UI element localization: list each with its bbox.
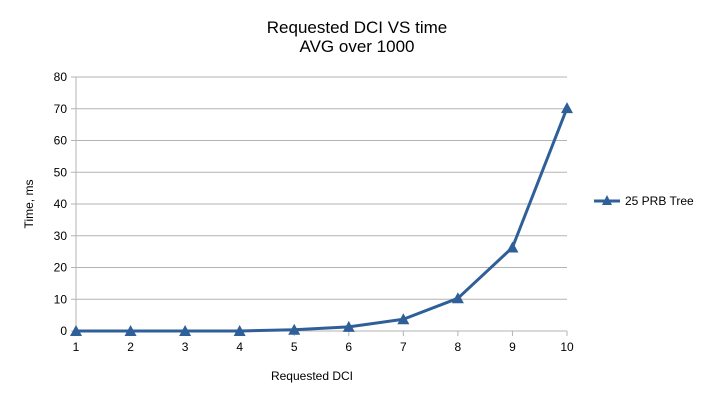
- y-tick-label: 40: [54, 197, 68, 211]
- y-tick-label: 80: [54, 70, 68, 84]
- data-point: [561, 102, 573, 114]
- x-axis-label: Requested DCI: [271, 369, 353, 383]
- data-point: [124, 325, 137, 336]
- data-point: [233, 325, 246, 336]
- y-axis-label: Time, ms: [22, 180, 36, 229]
- x-tick-label: 9: [509, 340, 516, 354]
- x-tick-label: 5: [291, 340, 298, 354]
- x-tick-label: 10: [560, 340, 574, 354]
- series-line: [76, 107, 569, 333]
- y-tick-label: 70: [54, 102, 68, 116]
- y-tick-label: 10: [54, 292, 68, 306]
- data-point: [70, 325, 82, 336]
- y-tick-label: 0: [60, 324, 67, 338]
- x-tick-label: 1: [73, 340, 80, 354]
- chart-subtitle: AVG over 1000: [300, 37, 415, 56]
- x-tick-label: 4: [236, 340, 243, 354]
- chart-title: Requested DCI VS time: [267, 18, 447, 37]
- gridlines: [71, 76, 568, 336]
- x-tick-label: 6: [345, 340, 352, 354]
- data-point: [288, 323, 301, 335]
- legend-label: 25 PRB Tree: [625, 194, 694, 208]
- legend-marker: [602, 195, 612, 205]
- y-tick-label: 20: [54, 261, 68, 275]
- y-tick-label: 30: [54, 229, 68, 243]
- y-tick-label: 50: [54, 165, 68, 179]
- x-axis-tick-labels: 1 2 3 4 5 6 7 8 9 10: [73, 340, 574, 354]
- data-point: [451, 292, 464, 304]
- x-tick-label: 2: [127, 340, 134, 354]
- x-tick-label: 7: [400, 340, 407, 354]
- y-axis-tick-labels: 0 10 20 30 40 50 60 70 80: [54, 70, 68, 338]
- y-tick-label: 60: [54, 134, 68, 148]
- plot-area: [70, 102, 573, 336]
- x-tick-label: 3: [182, 340, 189, 354]
- x-tick-label: 8: [455, 340, 462, 354]
- data-point: [342, 320, 355, 332]
- legend: 25 PRB Tree: [594, 194, 694, 208]
- data-point: [179, 325, 192, 336]
- data-point: [397, 313, 410, 325]
- data-point: [506, 241, 519, 253]
